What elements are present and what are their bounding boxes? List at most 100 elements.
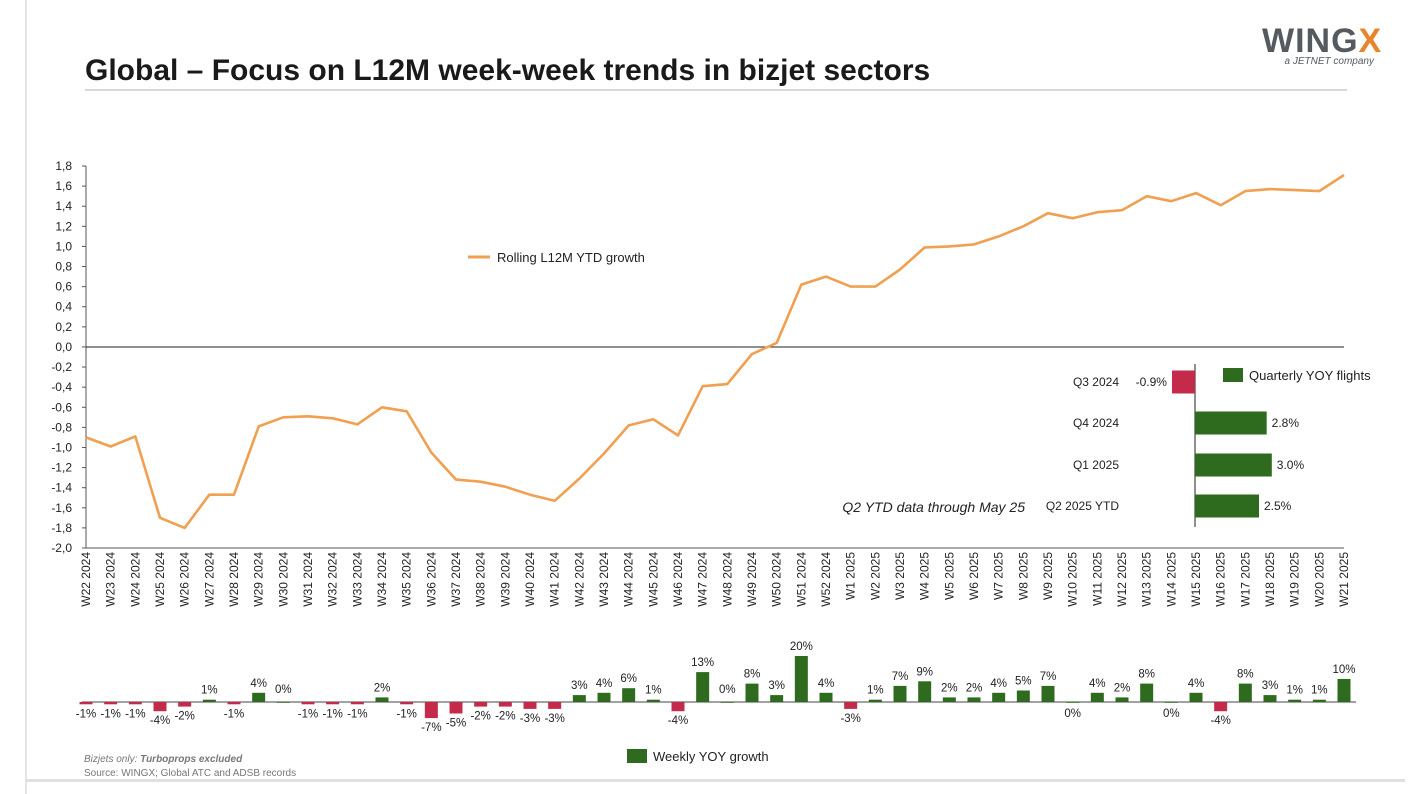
y-tick-label: -2,0 xyxy=(51,541,72,555)
x-tick-label: W50 2024 xyxy=(770,552,784,607)
weekly-bar-label: -2% xyxy=(495,711,515,723)
x-tick-label: W45 2024 xyxy=(646,552,660,607)
x-tick-label: W37 2024 xyxy=(449,552,463,607)
x-tick-label: W17 2025 xyxy=(1238,552,1252,607)
y-tick-label: -0,6 xyxy=(51,400,72,414)
y-tick-label: 1,6 xyxy=(55,179,72,193)
weekly-bar-label: 2% xyxy=(1114,682,1131,694)
weekly-bar xyxy=(276,702,290,703)
weekly-bar xyxy=(474,702,488,707)
y-tick-label: -1,4 xyxy=(51,481,72,495)
x-tick-label: W12 2025 xyxy=(1115,552,1129,607)
weekly-bar-label: 1% xyxy=(1311,685,1328,697)
y-tick-label: -1,2 xyxy=(51,461,72,475)
weekly-bar-label: 9% xyxy=(916,666,933,678)
x-tick-label: W1 2025 xyxy=(844,552,858,600)
weekly-bar-label: -1% xyxy=(347,708,367,720)
weekly-bar-label: 8% xyxy=(744,669,761,681)
x-tick-label: W47 2024 xyxy=(696,552,710,607)
weekly-bar xyxy=(227,702,241,705)
y-tick-label: 0,2 xyxy=(55,320,72,334)
weekly-bar-label: 4% xyxy=(250,678,267,690)
weekly-bar xyxy=(1263,695,1277,702)
y-tick-label: 0,0 xyxy=(55,340,72,354)
line-legend-label: Rolling L12M YTD growth xyxy=(497,250,645,265)
page-title: Global – Focus on L12M week-week trends … xyxy=(85,54,931,87)
weekly-bar-label: -1% xyxy=(224,708,244,720)
y-tick-label: 0,8 xyxy=(55,260,72,274)
weekly-bar xyxy=(326,702,340,705)
x-tick-label: W19 2025 xyxy=(1288,552,1302,607)
x-tick-label: W34 2024 xyxy=(375,552,389,607)
y-tick-label: -1,8 xyxy=(51,521,72,535)
x-tick-label: W41 2024 xyxy=(548,552,562,607)
y-tick-label: 1,4 xyxy=(55,199,72,213)
x-tick-label: W15 2025 xyxy=(1189,552,1203,607)
weekly-bar-label: -4% xyxy=(150,715,170,727)
x-tick-label: W51 2024 xyxy=(794,552,808,607)
y-tick-label: 1,2 xyxy=(55,219,72,233)
quarterly-label: Q3 2024 xyxy=(1073,375,1119,389)
x-tick-label: W14 2025 xyxy=(1164,552,1178,607)
weekly-bar-label: -1% xyxy=(396,708,416,720)
weekly-bar xyxy=(696,672,710,702)
quarterly-value: 2.5% xyxy=(1264,499,1292,513)
y-tick-label: 1,8 xyxy=(55,159,72,173)
x-tick-label: W13 2025 xyxy=(1140,552,1154,607)
bottom-border xyxy=(25,779,1405,782)
wingx-logo: WINGX a JETNET company xyxy=(1262,24,1381,70)
quarterly-bar xyxy=(1171,370,1195,394)
weekly-bar xyxy=(942,697,956,702)
weekly-bar xyxy=(646,699,660,702)
weekly-bar-label: 3% xyxy=(1262,680,1279,692)
weekly-bar-label: 4% xyxy=(1089,678,1106,690)
weekly-bar xyxy=(819,692,833,702)
x-tick-label: W25 2024 xyxy=(153,552,167,607)
weekly-bar xyxy=(967,697,981,702)
weekly-bar xyxy=(548,702,562,709)
weekly-bar-label: 5% xyxy=(1015,676,1032,688)
x-tick-label: W35 2024 xyxy=(400,552,414,607)
x-tick-label: W9 2025 xyxy=(1041,552,1055,600)
x-tick-label: W22 2024 xyxy=(79,552,93,607)
x-tick-label: W33 2024 xyxy=(350,552,364,607)
x-tick-label: W21 2025 xyxy=(1337,552,1351,607)
quarterly-value: -0.9% xyxy=(1136,375,1168,389)
weekly-bar xyxy=(622,688,636,702)
weekly-bar-label: -5% xyxy=(446,718,466,730)
x-tick-label: W23 2024 xyxy=(104,552,118,607)
weekly-bar-label: 0% xyxy=(1064,708,1081,720)
weekly-bar xyxy=(400,702,414,705)
weekly-bar-label: 13% xyxy=(691,657,714,669)
x-tick-label: W16 2025 xyxy=(1214,552,1228,607)
quarterly-label: Q1 2025 xyxy=(1073,458,1119,472)
x-tick-label: W4 2025 xyxy=(918,552,932,600)
y-tick-label: -0,4 xyxy=(51,380,72,394)
weekly-bar xyxy=(153,702,167,712)
logo-tagline: a JETNET company xyxy=(1284,56,1374,67)
weekly-bar xyxy=(745,683,759,702)
weekly-bar xyxy=(104,702,118,705)
quarterly-value: 3.0% xyxy=(1277,458,1305,472)
weekly-bar xyxy=(1016,690,1030,702)
weekly-bar-label: -1% xyxy=(298,708,318,720)
left-border xyxy=(25,0,27,794)
weekly-bar-label: 7% xyxy=(892,671,909,683)
weekly-bar xyxy=(252,692,266,702)
weekly-bar xyxy=(523,702,537,709)
x-tick-label: W31 2024 xyxy=(301,552,315,607)
quarterly-bar xyxy=(1195,411,1267,435)
quarterly-legend-label: Quarterly YOY flights xyxy=(1249,368,1371,383)
weekly-bar-label: 7% xyxy=(1040,671,1057,683)
weekly-bar-label: 3% xyxy=(571,680,588,692)
x-tick-label: W7 2025 xyxy=(992,552,1006,600)
weekly-bar xyxy=(424,702,438,719)
weekly-bar xyxy=(1337,679,1351,702)
weekly-bar-label: -3% xyxy=(840,713,860,725)
y-tick-label: 1,0 xyxy=(55,239,72,253)
y-tick-label: 0,6 xyxy=(55,280,72,294)
weekly-bar xyxy=(918,681,932,702)
quarterly-label: Q4 2024 xyxy=(1073,416,1119,430)
title-divider xyxy=(85,89,1347,91)
